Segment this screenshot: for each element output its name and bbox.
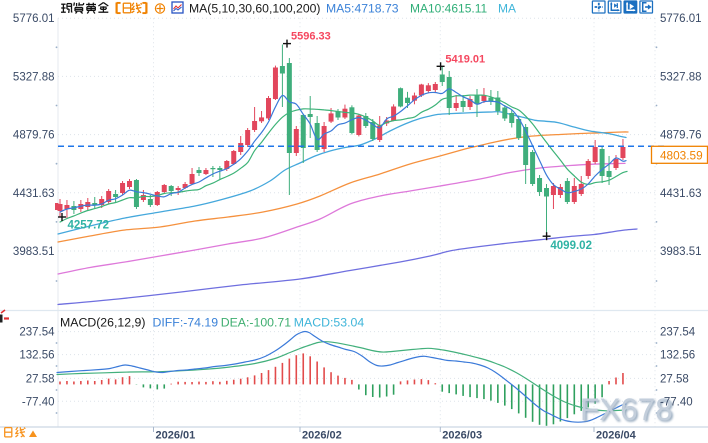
svg-text:4099.02: 4099.02 — [550, 240, 592, 252]
svg-text:FX678: FX678 — [580, 391, 673, 427]
svg-text:MA(5,10,30,60,100,200): MA(5,10,30,60,100,200) — [189, 2, 320, 16]
svg-text:-77.40: -77.40 — [22, 396, 55, 408]
svg-text:4879.76: 4879.76 — [660, 130, 702, 142]
svg-text:27.58: 27.58 — [660, 373, 689, 385]
svg-text:MA: MA — [498, 2, 516, 16]
svg-text:2026/04: 2026/04 — [596, 430, 637, 442]
svg-text:4431.63: 4431.63 — [660, 188, 702, 200]
svg-text:2026/01: 2026/01 — [156, 430, 196, 442]
svg-text:4431.63: 4431.63 — [13, 188, 55, 200]
svg-text:4879.76: 4879.76 — [13, 130, 55, 142]
svg-text:3983.51: 3983.51 — [13, 246, 55, 258]
svg-text:MACD:53.04: MACD:53.04 — [294, 316, 365, 330]
svg-text:5776.01: 5776.01 — [660, 13, 702, 25]
svg-text:4257.72: 4257.72 — [68, 220, 110, 232]
svg-text:DEA:-100.71: DEA:-100.71 — [221, 316, 292, 330]
svg-text:MACD(26,12,9): MACD(26,12,9) — [60, 316, 145, 330]
svg-text:4803.59: 4803.59 — [660, 149, 703, 163]
svg-text:2026/03: 2026/03 — [442, 430, 482, 442]
svg-text:MA5:4718.73: MA5:4718.73 — [326, 2, 399, 16]
svg-text:237.54: 237.54 — [19, 327, 55, 339]
svg-text:5327.88: 5327.88 — [13, 71, 55, 83]
svg-text:2026/02: 2026/02 — [302, 430, 342, 442]
svg-text:5776.01: 5776.01 — [13, 13, 55, 25]
svg-text:5596.33: 5596.33 — [291, 31, 331, 43]
svg-text:3983.51: 3983.51 — [660, 246, 702, 258]
svg-text:5327.88: 5327.88 — [660, 71, 702, 83]
svg-text:27.58: 27.58 — [26, 373, 55, 385]
svg-text:132.56: 132.56 — [660, 350, 695, 362]
svg-text:-77.40: -77.40 — [660, 396, 693, 408]
svg-text:132.56: 132.56 — [19, 350, 54, 362]
svg-text:237.54: 237.54 — [660, 327, 696, 339]
svg-text:MA10:4615.11: MA10:4615.11 — [410, 2, 487, 16]
svg-text:DIFF:-74.19: DIFF:-74.19 — [153, 316, 219, 330]
svg-text:5419.01: 5419.01 — [445, 54, 485, 66]
